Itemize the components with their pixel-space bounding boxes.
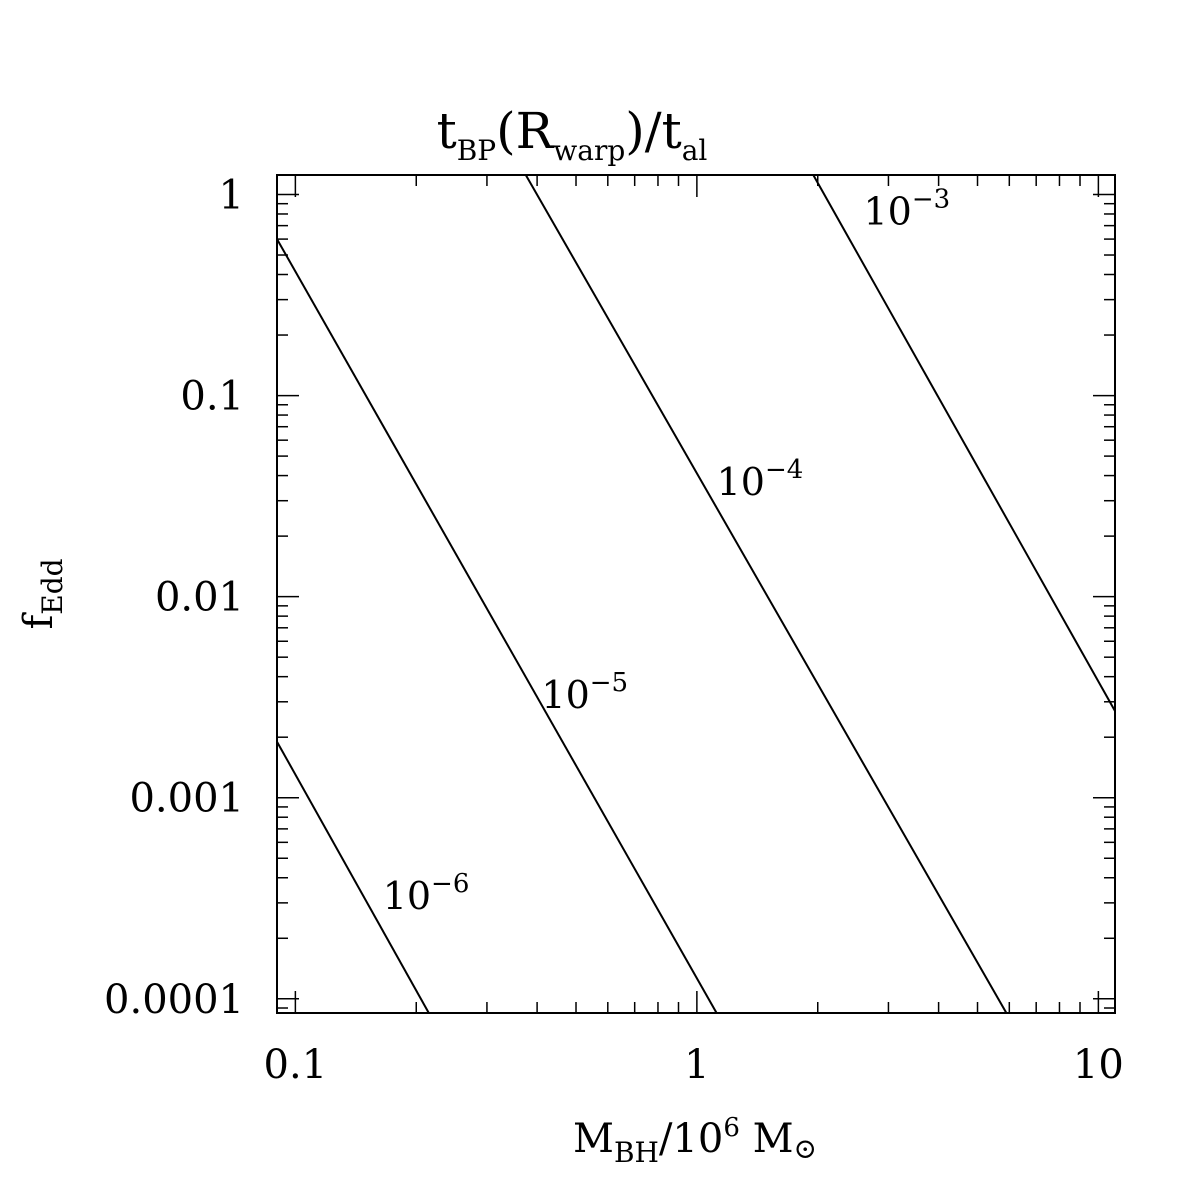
contour-label: 10−4: [717, 455, 804, 504]
contour-line: [276, 238, 718, 1014]
chart-title-text: tBP(Rwarp)/tal: [437, 102, 708, 167]
y-axis-label-text: fEdd: [16, 558, 69, 629]
contour-line: [276, 741, 430, 1014]
x-tick-labels: 0.1 1 10: [264, 1042, 1124, 1088]
contour-labels: 10−6 10−5 10−4 10−3: [383, 184, 950, 917]
y-tick-labels: 1 0.1 0.01 0.001 0.0001: [104, 172, 244, 1022]
contour-line: [812, 174, 1116, 712]
x-tick-label: 0.1: [264, 1042, 328, 1088]
y-tick-label: 0.01: [155, 575, 244, 621]
y-tick-label: 0.001: [129, 776, 244, 822]
chart-title: tBP(Rwarp)/tal: [437, 102, 708, 167]
y-tick-label: 1: [219, 172, 244, 218]
plot-frame: [276, 174, 1116, 1014]
y-tick-label: 0.0001: [104, 977, 244, 1023]
contour-label: 10−6: [383, 869, 470, 918]
y-axis-label: fEdd: [16, 558, 69, 629]
series-lines: [276, 174, 1116, 1014]
contour-line: [524, 174, 1008, 1014]
x-tick-label: 1: [684, 1042, 709, 1088]
x-tick-label: 10: [1073, 1042, 1124, 1088]
y-tick-label: 0.1: [180, 374, 244, 420]
major-ticks: [277, 175, 1115, 1013]
contour-label: 10−3: [863, 184, 950, 233]
contour-label: 10−5: [541, 668, 628, 717]
x-axis-label: MBH/106 M⊙: [573, 1113, 817, 1169]
minor-ticks: [276, 175, 1115, 1013]
